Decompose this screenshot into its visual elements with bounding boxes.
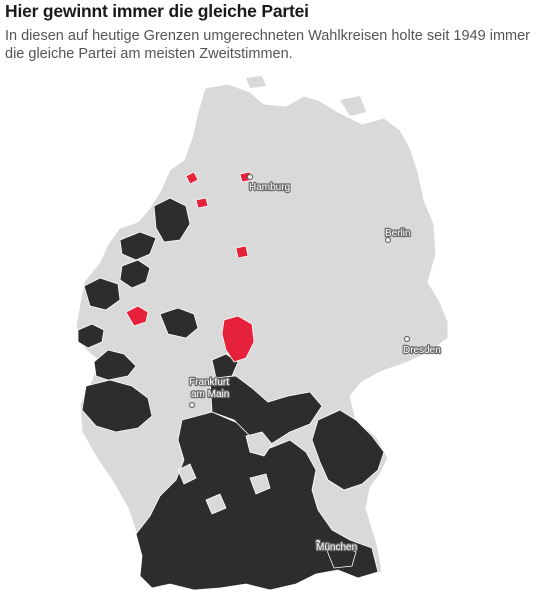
city-dot-dresden [403,335,411,343]
dark-region-west-pfalz [81,379,153,433]
city-dot-muenchen [314,538,322,546]
city-label-dresden: Dresden [403,345,441,356]
enclave-augsburg [249,473,271,495]
dark-region-south [135,411,379,591]
city-label-muenchen: München [316,542,357,553]
dark-region-emsland [153,197,191,243]
red-region-hannover [235,245,249,259]
light-enclaves [177,431,273,515]
red-regions [125,171,255,363]
city-label-berlin: Berlin [385,228,411,239]
enclave-nuernberg [245,431,273,457]
dark-region-muensterland [119,231,157,261]
city-muenchen: München [314,538,358,554]
enclave-karlsruhe [177,463,197,485]
red-region-ruhr [125,305,149,327]
page-title: Hier gewinnt immer die gleiche Partei [5,1,309,21]
dark-region-eastbavaria [311,409,385,491]
red-region-bremen [195,197,209,209]
city-dot-hamburg [246,173,254,181]
island-north [246,76,266,88]
city-label-frankfurt-line1: Frankfurt [189,377,229,388]
red-region-nordhessen [221,315,255,363]
dark-region-chiemgau [325,543,357,569]
city-hamburg: Hamburg [246,173,291,194]
dark-regions [77,197,385,591]
dark-region-hessen-north [159,307,199,339]
city-label-hamburg: Hamburg [249,182,290,193]
city-frankfurt: Frankfurt am Main [188,376,231,409]
page-subtitle: In diesen auf heutige Grenzen umgerechne… [5,28,530,62]
dark-region-cluster-middle [93,349,137,381]
city-berlin: Berlin [384,227,412,244]
city-dot-berlin [384,236,392,244]
dark-region-rheinland [119,259,151,289]
city-dresden: Dresden [402,335,442,357]
dark-region-eifel [77,323,105,349]
city-label-frankfurt-line2: am Main [191,389,229,400]
enclave-stuttgart [205,493,227,515]
red-region-emden [185,171,199,185]
dark-region-northbavaria [209,375,323,447]
city-dot-frankfurt [188,401,196,409]
island-ruegen [340,96,366,116]
dark-region-fulda [211,353,239,379]
dark-region-wnrw [83,277,121,311]
